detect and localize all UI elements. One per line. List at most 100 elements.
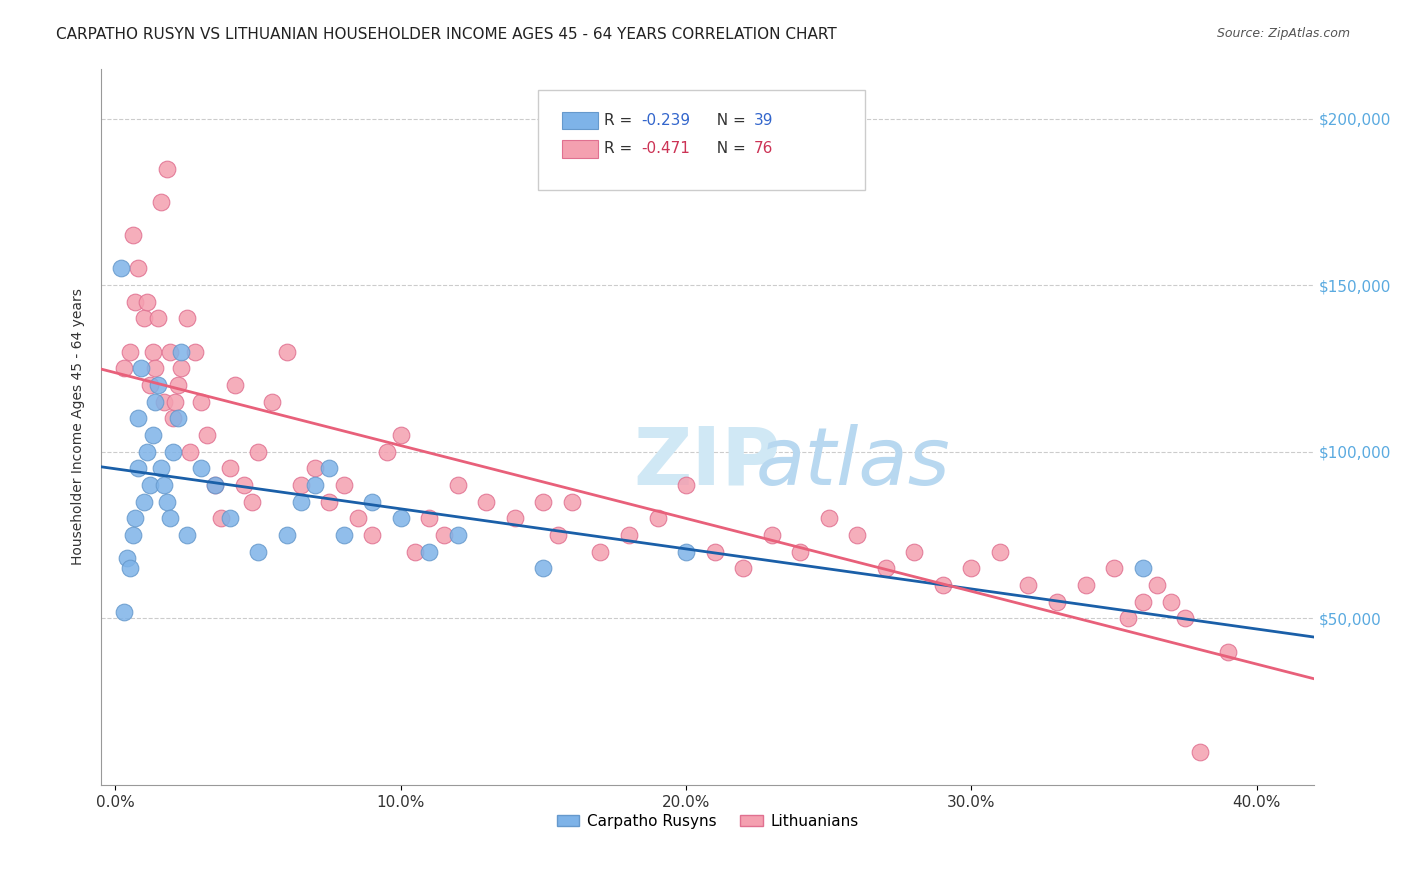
Point <box>162 445 184 459</box>
Point <box>347 511 370 525</box>
Point <box>675 545 697 559</box>
Point <box>733 561 755 575</box>
Point <box>375 445 398 459</box>
Point <box>276 528 298 542</box>
Point <box>118 561 141 575</box>
Point <box>121 528 143 542</box>
Legend: Carpatho Rusyns, Lithuanians: Carpatho Rusyns, Lithuanians <box>550 807 865 835</box>
Point <box>204 478 226 492</box>
Point <box>165 394 187 409</box>
Point <box>332 478 354 492</box>
Point <box>1188 745 1211 759</box>
Point <box>153 478 176 492</box>
Point <box>167 411 190 425</box>
Point <box>232 478 254 492</box>
Text: atlas: atlas <box>755 424 950 501</box>
FancyBboxPatch shape <box>562 112 599 129</box>
Point <box>290 495 312 509</box>
Point <box>290 478 312 492</box>
Point <box>533 561 555 575</box>
Text: Source: ZipAtlas.com: Source: ZipAtlas.com <box>1216 27 1350 40</box>
Point <box>304 478 326 492</box>
Point <box>112 605 135 619</box>
Point <box>145 361 167 376</box>
Point <box>675 478 697 492</box>
Point <box>162 411 184 425</box>
Y-axis label: Householder Income Ages 45 - 64 years: Householder Income Ages 45 - 64 years <box>72 288 86 566</box>
Point <box>159 511 181 525</box>
Point <box>132 495 155 509</box>
Point <box>1132 595 1154 609</box>
Point <box>561 495 583 509</box>
Text: R =: R = <box>605 112 637 128</box>
Text: -0.471: -0.471 <box>641 141 690 156</box>
Point <box>184 344 207 359</box>
Point <box>1046 595 1069 609</box>
Point <box>447 528 470 542</box>
Point <box>817 511 839 525</box>
Point <box>127 461 149 475</box>
Point <box>150 194 173 209</box>
Point <box>447 478 470 492</box>
Point <box>617 528 640 542</box>
Point <box>170 344 193 359</box>
Text: R =: R = <box>605 141 637 156</box>
Point <box>124 511 146 525</box>
Point <box>903 545 925 559</box>
FancyBboxPatch shape <box>562 140 599 158</box>
Point <box>121 228 143 243</box>
Point <box>703 545 725 559</box>
Point <box>1218 645 1240 659</box>
Point <box>170 361 193 376</box>
Text: 76: 76 <box>754 141 773 156</box>
Point <box>318 461 340 475</box>
Point <box>1017 578 1039 592</box>
Point <box>132 311 155 326</box>
Text: -0.239: -0.239 <box>641 112 690 128</box>
Point <box>389 511 412 525</box>
Point <box>142 428 165 442</box>
Point <box>960 561 983 575</box>
Point <box>142 344 165 359</box>
Point <box>129 361 152 376</box>
Point <box>475 495 498 509</box>
Point <box>304 461 326 475</box>
Point <box>176 528 198 542</box>
Point <box>647 511 669 525</box>
Point <box>153 394 176 409</box>
Point <box>875 561 897 575</box>
Point <box>318 495 340 509</box>
Point <box>190 394 212 409</box>
Point <box>432 528 454 542</box>
Point <box>135 294 157 309</box>
Point <box>503 511 526 525</box>
Point <box>389 428 412 442</box>
Point <box>118 344 141 359</box>
Point <box>156 161 179 176</box>
Point <box>127 411 149 425</box>
Point <box>846 528 869 542</box>
Point <box>176 311 198 326</box>
Point <box>332 528 354 542</box>
Point <box>1116 611 1139 625</box>
Point <box>138 478 160 492</box>
Point <box>112 361 135 376</box>
Point <box>547 528 569 542</box>
Point <box>988 545 1011 559</box>
Point <box>148 311 170 326</box>
Point <box>110 261 132 276</box>
Text: CARPATHO RUSYN VS LITHUANIAN HOUSEHOLDER INCOME AGES 45 - 64 YEARS CORRELATION C: CARPATHO RUSYN VS LITHUANIAN HOUSEHOLDER… <box>56 27 837 42</box>
Point <box>1174 611 1197 625</box>
Point <box>209 511 232 525</box>
Point <box>195 428 218 442</box>
Point <box>150 461 173 475</box>
Point <box>204 478 226 492</box>
Text: ZIP: ZIP <box>634 424 782 501</box>
Point <box>224 378 246 392</box>
Point <box>589 545 612 559</box>
Point <box>932 578 955 592</box>
Point <box>361 495 384 509</box>
Point <box>404 545 426 559</box>
Point <box>533 495 555 509</box>
Point <box>145 394 167 409</box>
